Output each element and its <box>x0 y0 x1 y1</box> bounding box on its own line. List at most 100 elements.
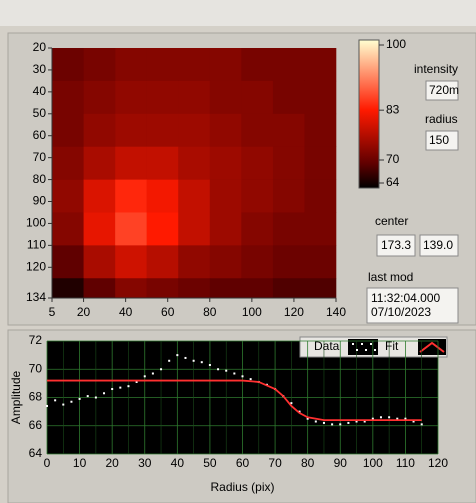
heat-cell <box>272 80 305 115</box>
heat-cell <box>272 113 305 147</box>
heat-cell <box>241 179 274 213</box>
y-tick-label: 134 <box>26 290 46 304</box>
toolbar <box>0 0 476 26</box>
data-point <box>208 364 211 367</box>
data-point <box>347 421 350 424</box>
value: 150 <box>429 133 449 147</box>
y-tick-label: 68 <box>29 390 43 404</box>
heat-cell <box>272 212 305 246</box>
y-tick-label: 110 <box>27 238 46 252</box>
label: center <box>375 214 408 228</box>
x-tick-label: 40 <box>119 305 133 319</box>
data-point <box>420 423 423 426</box>
heat-cell <box>209 179 242 213</box>
label: intensity <box>414 62 458 76</box>
x-tick-label: 90 <box>334 456 348 470</box>
heat-cell <box>146 48 179 82</box>
heat-cell <box>209 146 242 180</box>
legend-dot <box>352 343 354 345</box>
x-tick-label: 110 <box>396 456 415 470</box>
data-point <box>379 416 382 419</box>
x-tick-label: 5 <box>49 305 56 319</box>
x-tick-label: 30 <box>138 456 152 470</box>
x-tick-label: 20 <box>77 305 91 319</box>
data-point <box>176 354 179 357</box>
data-point <box>371 417 374 420</box>
x-tick-label: 20 <box>105 456 119 470</box>
legend-swatch <box>418 339 446 355</box>
x-tick-label: 50 <box>203 456 217 470</box>
heat-cell <box>52 80 84 115</box>
data-point <box>290 402 293 405</box>
x-tick-label: 100 <box>242 305 262 319</box>
data-point <box>217 368 220 371</box>
value: 720m <box>429 83 459 97</box>
data-point <box>412 420 415 423</box>
data-point <box>298 410 301 413</box>
heat-cell <box>241 212 274 246</box>
heat-cell <box>115 48 147 82</box>
heat-cell <box>178 278 211 299</box>
heat-cell <box>209 245 242 279</box>
data-point <box>241 375 244 378</box>
heat-cell <box>304 113 337 147</box>
heat-cell <box>209 113 242 147</box>
heat-cell <box>146 245 179 279</box>
heat-cell <box>304 146 337 180</box>
data-point <box>322 421 325 424</box>
numeric-box[interactable] <box>419 234 459 257</box>
data-point <box>103 392 106 395</box>
heat-cell <box>52 212 84 246</box>
numeric-box[interactable] <box>425 80 459 101</box>
legend-label: Fit <box>385 339 399 353</box>
heat-cell <box>272 179 305 213</box>
heat-cell <box>146 212 179 246</box>
data-point <box>404 417 407 420</box>
x-tick-label: 120 <box>284 305 304 319</box>
data-point <box>54 399 57 402</box>
data-point <box>200 361 203 364</box>
heat-cell <box>209 80 242 115</box>
heat-cell <box>178 146 211 180</box>
data-point <box>233 372 236 375</box>
label: radius <box>425 112 458 126</box>
value: 173.3 <box>381 238 411 252</box>
y-tick-label: 64 <box>29 446 43 460</box>
heat-cell <box>115 278 147 299</box>
heat-cell <box>241 113 274 147</box>
data-point <box>111 388 114 391</box>
heat-cell <box>146 146 179 180</box>
heat-cell <box>52 146 84 180</box>
heat-cell <box>83 80 116 115</box>
data-point <box>143 375 146 378</box>
heat-cell <box>241 48 274 82</box>
data-point <box>355 420 358 423</box>
x-tick-label: 40 <box>171 456 185 470</box>
numeric-box[interactable] <box>376 234 416 257</box>
value: 139.0 <box>423 238 453 252</box>
heat-cell <box>52 245 84 279</box>
colorbar <box>358 39 380 189</box>
numeric-box[interactable] <box>425 130 459 151</box>
heat-cell <box>52 48 84 82</box>
heat-cell <box>304 245 337 279</box>
data-point <box>314 420 317 423</box>
heat-cell <box>304 179 337 213</box>
x-tick-label: 80 <box>301 456 315 470</box>
data-point <box>331 423 334 426</box>
data-point <box>225 369 228 372</box>
heat-cell <box>304 80 337 115</box>
heat-cell <box>304 212 337 246</box>
heat-cell <box>241 146 274 180</box>
heat-cell <box>241 278 274 299</box>
heat-cell <box>146 113 179 147</box>
heat-cell <box>178 113 211 147</box>
x-tick-label: 80 <box>203 305 217 319</box>
heat-cell <box>304 48 337 82</box>
timestamp-box <box>366 287 459 324</box>
data-point <box>363 420 366 423</box>
heat-cell <box>52 113 84 147</box>
data-point <box>306 417 309 420</box>
y-tick-label: 120 <box>26 259 46 273</box>
heat-cell <box>146 179 179 213</box>
